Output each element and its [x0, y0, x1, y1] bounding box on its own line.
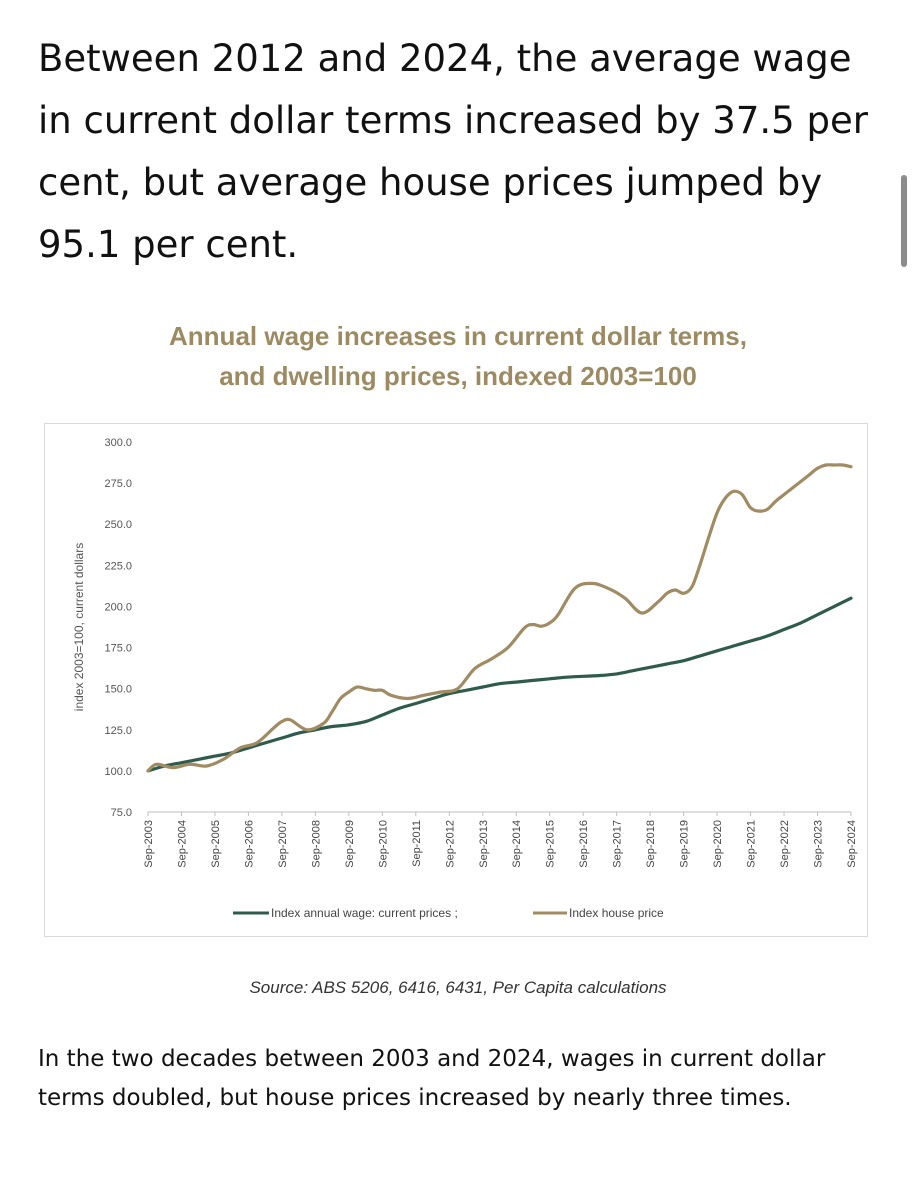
- chart-container: 300.0 275.0 250.0 225.0 200.0 175.0 150.0 125.0…: [44, 423, 868, 937]
- body-paragraph: In the two decades between 2003 and 2024…: [38, 1046, 826, 1111]
- wage-series-line: [146, 596, 853, 773]
- y-tick-label: 75.0: [111, 807, 132, 819]
- scrollbar[interactable]: [901, 175, 907, 267]
- x-tick-label: Sep-2023: [813, 820, 825, 868]
- x-tick-label: Sep-2021: [746, 820, 758, 868]
- x-tick-label: Sep-2019: [679, 820, 691, 868]
- chart-title: Annual wage increases in current dollar …: [0, 316, 916, 396]
- x-tick-label: Sep-2009: [344, 820, 356, 868]
- house-price-series-line: [146, 463, 853, 773]
- y-tick-label: 200.0: [104, 601, 132, 613]
- y-tick-label: 150.0: [104, 684, 132, 696]
- y-tick-label: 175.0: [104, 643, 132, 655]
- x-tick-label: Sep-2012: [444, 820, 456, 868]
- y-tick-label: 100.0: [104, 766, 132, 778]
- y-tick-label: 125.0: [104, 725, 132, 737]
- chart-source: Source: ABS 5206, 6416, 6431, Per Capita…: [249, 978, 667, 997]
- y-tick-label: 300.0: [104, 437, 132, 449]
- chart-title-line-2: and dwelling prices, indexed 2003=100: [219, 361, 697, 391]
- x-tick-label: Sep-2007: [277, 820, 289, 868]
- x-tick-label: Sep-2017: [612, 820, 624, 868]
- x-tick-label: Sep-2020: [712, 820, 724, 868]
- x-tick-label: Sep-2003: [143, 820, 155, 868]
- x-tick-label: Sep-2008: [310, 820, 322, 868]
- legend-house-price-label: Index house price: [569, 906, 664, 920]
- headline: Between 2012 and 2024, the average wage …: [38, 37, 868, 266]
- chart-title-line-1: Annual wage increases in current dollar …: [169, 321, 747, 351]
- x-tick-label: Sep-2018: [645, 820, 657, 868]
- x-tick-label: Sep-2016: [578, 820, 590, 868]
- x-tick-label: Sep-2005: [210, 820, 222, 868]
- line-chart: 300.0 275.0 250.0 225.0 200.0 175.0 150.0 125.0…: [72, 437, 858, 920]
- y-axis-label: index 2003=100, current dollars: [72, 543, 86, 711]
- x-tick-label: Sep-2010: [377, 820, 389, 868]
- x-tick-label: Sep-2014: [511, 820, 523, 868]
- y-tick-label: 225.0: [104, 560, 132, 572]
- y-tick-label: 250.0: [104, 519, 132, 531]
- x-tick-label: Sep-2004: [176, 820, 188, 868]
- x-tick-label: Sep-2006: [243, 820, 255, 868]
- x-tick-label: Sep-2015: [545, 820, 557, 868]
- x-tick-label: Sep-2013: [478, 820, 490, 868]
- x-tick-label: Sep-2024: [846, 820, 858, 868]
- x-tick-label: Sep-2011: [411, 820, 423, 867]
- legend-wage-label: Index annual wage: current prices ;: [271, 906, 458, 920]
- x-tick-label: Sep-2022: [779, 820, 791, 868]
- y-tick-label: 275.0: [104, 478, 132, 490]
